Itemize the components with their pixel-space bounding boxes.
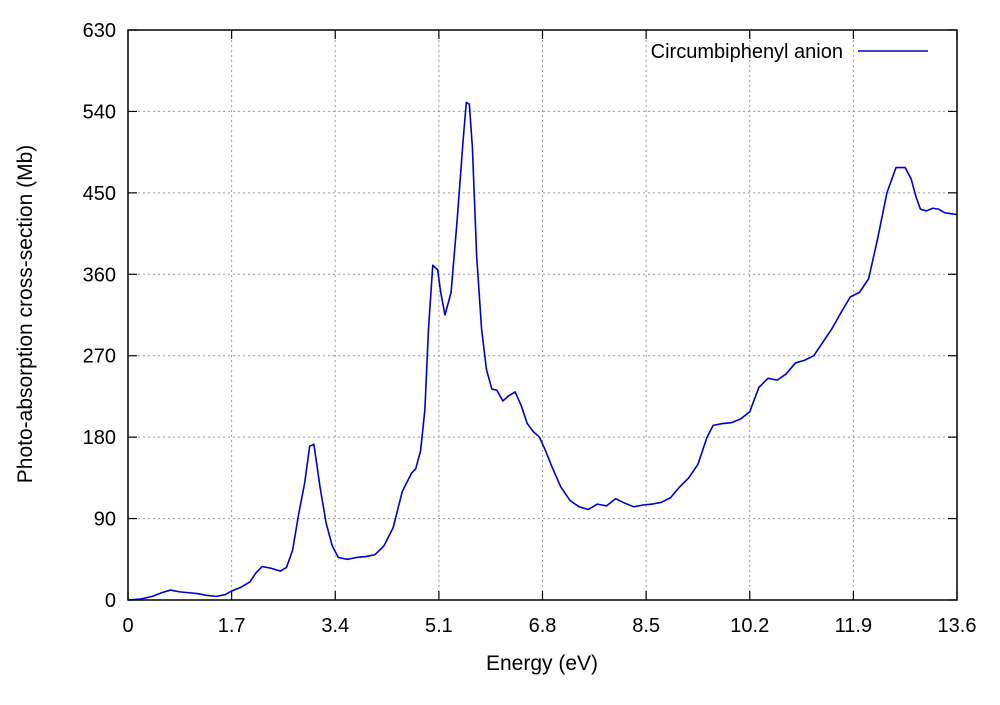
y-axis-title: Photo-absorption cross-section (Mb)	[14, 145, 37, 483]
y-tick-label: 180	[83, 427, 116, 449]
x-tick-label: 0	[122, 615, 133, 637]
y-tick-label: 90	[94, 509, 116, 531]
x-axis-title: Energy (eV)	[486, 652, 598, 675]
y-tick-label: 270	[83, 346, 116, 368]
x-tick-label: 8.5	[632, 615, 660, 637]
legend: Circumbiphenyl anion	[651, 41, 928, 63]
y-tick-label: 0	[105, 590, 116, 612]
x-tick-label: 11.9	[835, 615, 872, 637]
y-tick-label: 630	[83, 20, 116, 42]
y-tick-label: 360	[83, 264, 116, 286]
x-tick-label: 1.7	[218, 615, 246, 637]
y-tick-label: 540	[83, 101, 116, 123]
series-layer	[127, 101, 958, 601]
x-tick-label: 6.8	[529, 615, 557, 637]
legend-label: Circumbiphenyl anion	[651, 41, 843, 63]
x-tick-label: 13.6	[938, 615, 977, 637]
series-line	[127, 101, 958, 601]
grid	[128, 30, 957, 600]
x-tick-label: 10.2	[730, 615, 769, 637]
x-tick-label: 3.4	[321, 615, 349, 637]
y-tick-label: 450	[83, 183, 116, 205]
axes: 0 1.7 3.4 5.1 6.8 8.5 10.2 11.9 13.6 0 90 180 270 360…	[83, 20, 977, 637]
x-tick-label: 5.1	[425, 615, 453, 637]
